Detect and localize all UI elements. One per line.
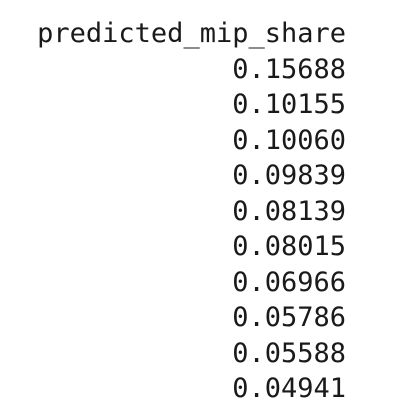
column-header: predicted_mip_share: [37, 18, 346, 49]
value-cell: 0.06966: [232, 266, 346, 298]
value-cell: 0.04941: [232, 373, 346, 404]
value-cell: 0.15688: [232, 53, 346, 85]
value-cell: 0.09839: [232, 160, 346, 191]
data-column: predicted_mip_share 0.15688 0.10155 0.10…: [16, 16, 346, 407]
value-cell: 0.05588: [232, 337, 346, 369]
value-cell: 0.10060: [232, 124, 346, 156]
value-cell: 0.10155: [232, 89, 346, 120]
value-cell: 0.08015: [232, 231, 346, 262]
value-cell: 0.08139: [232, 195, 346, 227]
value-cell: 0.05786: [232, 302, 346, 333]
